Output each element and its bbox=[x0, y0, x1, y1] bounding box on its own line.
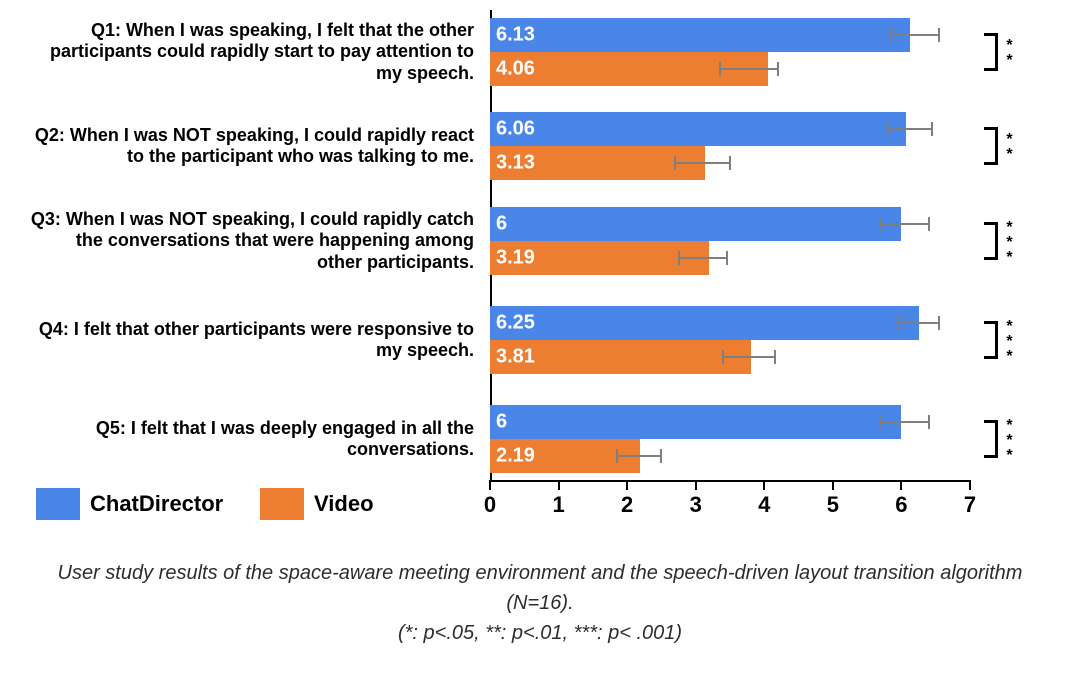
x-tick-label: 4 bbox=[758, 492, 770, 518]
bar-value: 6.06 bbox=[496, 118, 535, 141]
error-bar bbox=[617, 439, 662, 473]
x-tick-label: 0 bbox=[484, 492, 496, 518]
bar-chatdirector: 6.13 bbox=[490, 18, 910, 52]
error-bar bbox=[720, 52, 778, 86]
x-tick-label: 5 bbox=[827, 492, 839, 518]
legend-label: ChatDirector bbox=[90, 491, 223, 517]
error-bar bbox=[881, 207, 929, 241]
bar-value: 3.81 bbox=[496, 346, 535, 369]
x-tick bbox=[763, 480, 765, 490]
bar-chatdirector: 6 bbox=[490, 405, 901, 439]
bar-chart: 0 1 2 3 4 5 6 7 Q1: When I was speaking, I felt … bbox=[30, 10, 1050, 540]
significance-label: ** bbox=[1000, 33, 1018, 71]
significance-label: ** bbox=[1000, 127, 1018, 165]
x-tick bbox=[695, 480, 697, 490]
x-tick-label: 3 bbox=[690, 492, 702, 518]
bar-video: 3.19 bbox=[490, 241, 709, 275]
error-bar bbox=[891, 18, 939, 52]
significance-label: *** bbox=[1000, 222, 1018, 260]
legend-swatch bbox=[36, 488, 80, 520]
figure-root: 0 1 2 3 4 5 6 7 Q1: When I was speaking, I felt … bbox=[0, 0, 1080, 673]
x-tick-label: 6 bbox=[895, 492, 907, 518]
x-tick bbox=[558, 480, 560, 490]
error-bar bbox=[898, 306, 939, 340]
significance-bracket bbox=[980, 33, 998, 71]
x-tick-label: 1 bbox=[552, 492, 564, 518]
x-tick bbox=[626, 480, 628, 490]
x-tick-label: 7 bbox=[964, 492, 976, 518]
question-label: Q1: When I was speaking, I felt that the… bbox=[30, 20, 474, 85]
error-bar bbox=[723, 340, 774, 374]
bar-value: 6.13 bbox=[496, 24, 535, 47]
legend-item-chatdirector: ChatDirector bbox=[36, 488, 223, 520]
significance-label: *** bbox=[1000, 321, 1018, 359]
significance-label: *** bbox=[1000, 420, 1018, 458]
x-tick-label: 2 bbox=[621, 492, 633, 518]
significance-bracket bbox=[980, 127, 998, 165]
question-label: Q4: I felt that other participants were … bbox=[30, 319, 474, 362]
error-bar bbox=[888, 112, 933, 146]
x-axis-line bbox=[490, 480, 970, 482]
error-bar bbox=[881, 405, 929, 439]
significance-bracket bbox=[980, 420, 998, 458]
error-bar bbox=[679, 241, 727, 275]
bar-value: 6 bbox=[496, 411, 507, 434]
x-tick bbox=[489, 480, 491, 490]
x-tick bbox=[969, 480, 971, 490]
figure-caption: User study results of the space-aware me… bbox=[30, 558, 1050, 648]
question-label: Q3: When I was NOT speaking, I could rap… bbox=[30, 209, 474, 274]
bar-chatdirector: 6 bbox=[490, 207, 901, 241]
question-label: Q5: I felt that I was deeply engaged in … bbox=[30, 418, 474, 461]
bar-value: 4.06 bbox=[496, 58, 535, 81]
legend-swatch bbox=[260, 488, 304, 520]
x-tick bbox=[832, 480, 834, 490]
bar-video: 3.13 bbox=[490, 146, 705, 180]
caption-line-2: (*: p<.05, **: p<.01, ***: p< .001) bbox=[30, 618, 1050, 648]
bar-value: 6 bbox=[496, 213, 507, 236]
error-bar bbox=[675, 146, 730, 180]
legend-label: Video bbox=[314, 491, 374, 517]
significance-bracket bbox=[980, 321, 998, 359]
bar-chatdirector: 6.06 bbox=[490, 112, 906, 146]
bar-value: 3.19 bbox=[496, 247, 535, 270]
significance-bracket bbox=[980, 222, 998, 260]
bar-value: 3.13 bbox=[496, 152, 535, 175]
bar-value: 6.25 bbox=[496, 312, 535, 335]
caption-line-1: User study results of the space-aware me… bbox=[30, 558, 1050, 618]
bar-video: 3.81 bbox=[490, 340, 751, 374]
question-label: Q2: When I was NOT speaking, I could rap… bbox=[30, 125, 474, 168]
legend-item-video: Video bbox=[260, 488, 374, 520]
x-tick bbox=[900, 480, 902, 490]
bar-value: 2.19 bbox=[496, 445, 535, 468]
bar-chatdirector: 6.25 bbox=[490, 306, 919, 340]
